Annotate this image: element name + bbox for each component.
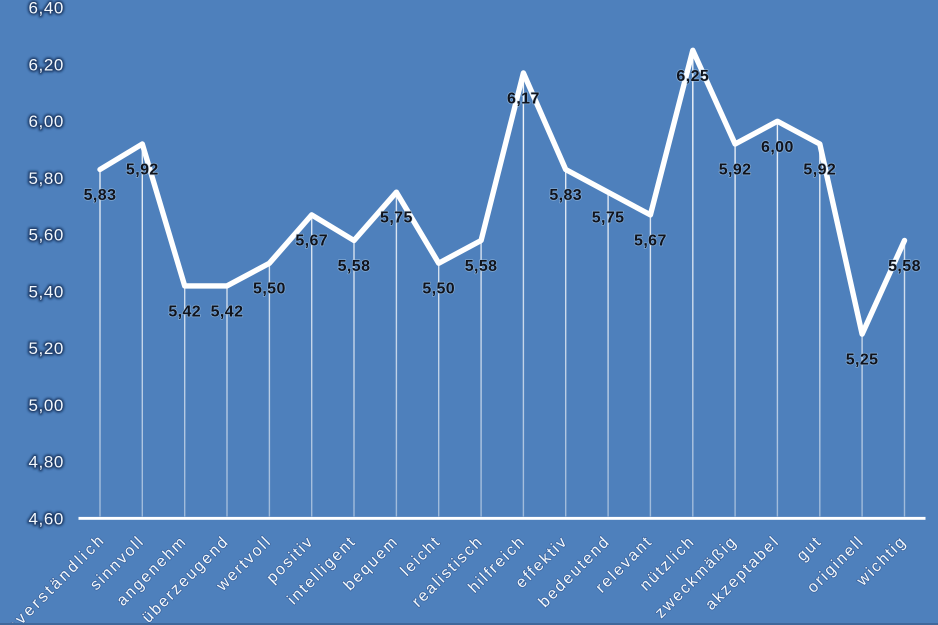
svg-text:5,67: 5,67 <box>634 232 667 249</box>
svg-text:5,60: 5,60 <box>29 226 65 245</box>
svg-text:4,60: 4,60 <box>29 509 65 528</box>
svg-text:6,00: 6,00 <box>761 139 794 156</box>
svg-text:5,58: 5,58 <box>338 258 371 275</box>
svg-text:5,67: 5,67 <box>295 232 328 249</box>
svg-text:6,25: 6,25 <box>676 68 709 85</box>
svg-text:6,00: 6,00 <box>29 112 65 131</box>
svg-text:5,75: 5,75 <box>380 210 413 227</box>
svg-text:5,50: 5,50 <box>253 281 286 298</box>
svg-text:6,20: 6,20 <box>29 55 65 74</box>
svg-text:5,92: 5,92 <box>719 162 752 179</box>
svg-text:5,60: 5,60 <box>29 226 65 245</box>
svg-text:4,80: 4,80 <box>29 453 65 472</box>
svg-text:6,40: 6,40 <box>29 0 65 18</box>
svg-text:5,58: 5,58 <box>465 258 498 275</box>
svg-text:5,42: 5,42 <box>211 303 244 320</box>
svg-text:5,58: 5,58 <box>888 258 921 275</box>
svg-text:5,92: 5,92 <box>803 162 836 179</box>
svg-text:5,40: 5,40 <box>29 282 65 301</box>
svg-text:5,00: 5,00 <box>29 396 65 415</box>
svg-text:5,20: 5,20 <box>29 339 65 358</box>
svg-text:6,20: 6,20 <box>29 55 65 74</box>
svg-text:4,80: 4,80 <box>29 453 65 472</box>
svg-text:5,20: 5,20 <box>29 339 65 358</box>
svg-text:5,83: 5,83 <box>84 187 117 204</box>
svg-text:5,92: 5,92 <box>126 162 159 179</box>
svg-text:5,42: 5,42 <box>168 303 201 320</box>
svg-text:5,75: 5,75 <box>592 210 625 227</box>
svg-text:5,83: 5,83 <box>549 187 582 204</box>
svg-text:5,40: 5,40 <box>29 282 65 301</box>
svg-text:5,80: 5,80 <box>29 169 65 188</box>
svg-text:6,40: 6,40 <box>29 0 65 18</box>
svg-text:6,17: 6,17 <box>507 91 540 108</box>
svg-text:4,60: 4,60 <box>29 509 65 528</box>
svg-text:6,00: 6,00 <box>29 112 65 131</box>
svg-text:5,00: 5,00 <box>29 396 65 415</box>
svg-text:5,25: 5,25 <box>846 352 879 369</box>
svg-text:5,50: 5,50 <box>422 281 455 298</box>
svg-text:5,80: 5,80 <box>29 169 65 188</box>
